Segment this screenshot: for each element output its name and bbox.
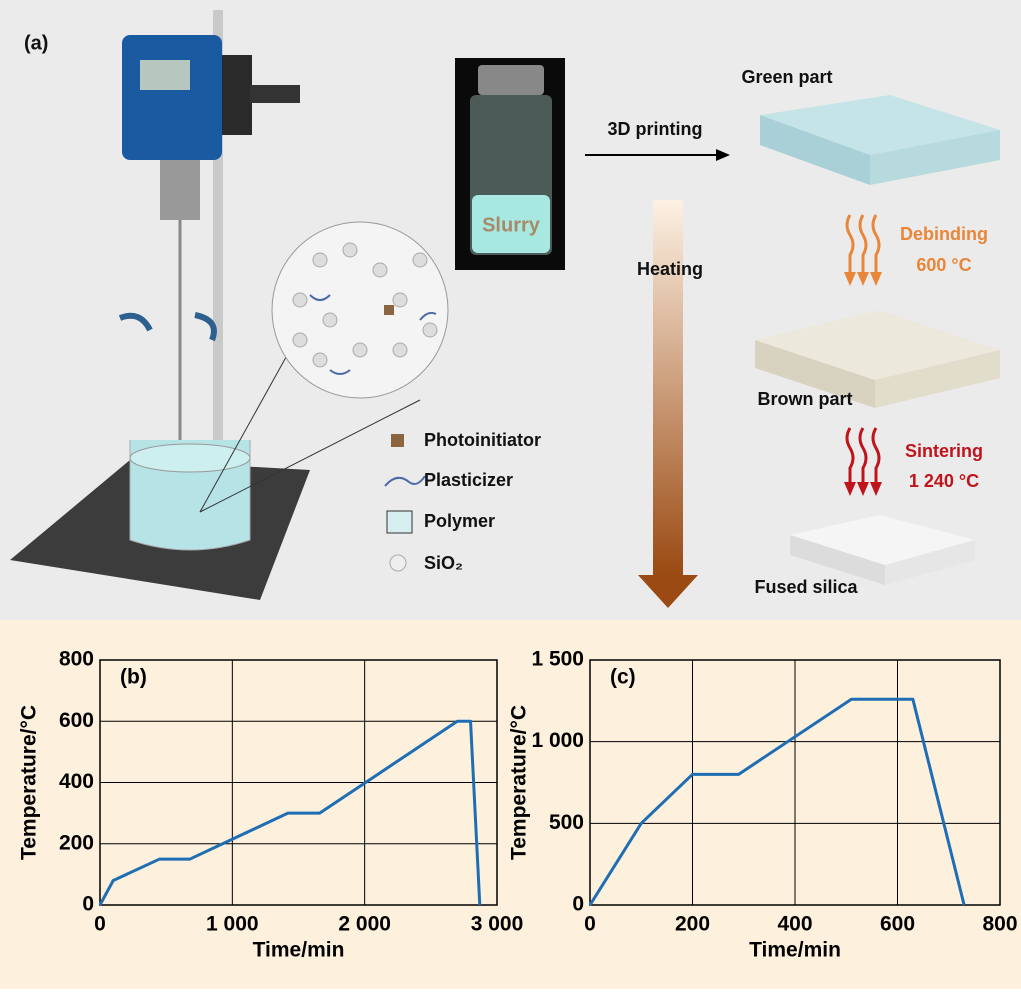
x-tick-label: 0	[94, 913, 106, 936]
y-tick-label: 1 500	[531, 648, 584, 671]
label: 3D printing	[608, 119, 703, 139]
x-tick-label: 1 000	[206, 913, 259, 936]
x-tick-label: 200	[675, 913, 710, 936]
panel-label: (a)	[24, 32, 48, 54]
panel-label: (c)	[610, 666, 636, 689]
vial	[455, 58, 565, 270]
y-tick-label: 200	[59, 831, 94, 854]
x-tick-label: 600	[880, 913, 915, 936]
legend-text: SiO₂	[424, 553, 463, 573]
heating-arrow	[653, 200, 683, 575]
figure: (a) Slurry 3D printing Green part Debind…	[0, 0, 1021, 989]
y-tick-label: 1 000	[531, 729, 584, 752]
x-tick-label: 0	[584, 913, 596, 936]
y-tick-label: 400	[59, 770, 94, 793]
y-tick-label: 0	[82, 893, 94, 916]
label: Fused silica	[754, 577, 858, 597]
label: Debinding	[900, 224, 988, 244]
y-axis-label: Temperature/°C	[508, 705, 531, 860]
label: Green part	[741, 67, 832, 87]
y-tick-label: 800	[59, 648, 94, 671]
y-tick-label: 0	[572, 893, 584, 916]
y-tick-label: 500	[549, 811, 584, 834]
x-tick-label: 400	[777, 913, 812, 936]
x-tick-label: 2 000	[338, 913, 391, 936]
legend-text: Plasticizer	[424, 470, 513, 490]
x-tick-label: 800	[982, 913, 1017, 936]
legend-icon	[387, 511, 412, 533]
y-axis-label: Temperature/°C	[18, 705, 41, 860]
label: 1 240 °C	[909, 471, 979, 491]
label: 600 °C	[916, 255, 971, 275]
page: {"diagram": {"panel_label": "(a)", "slur…	[0, 0, 1021, 994]
legend-text: Photoinitiator	[424, 430, 541, 450]
x-axis-label: Time/min	[253, 939, 345, 962]
y-tick-label: 600	[59, 709, 94, 732]
legend-icon	[390, 555, 406, 571]
label: Heating	[637, 259, 703, 279]
sintering-arrows	[844, 482, 882, 496]
panel-label: (b)	[120, 666, 147, 689]
debinding-arrows	[844, 272, 882, 286]
x-tick-label: 3 000	[471, 913, 524, 936]
label: Slurry	[482, 214, 541, 236]
label: Brown part	[757, 389, 852, 409]
legend-icon	[391, 434, 404, 447]
legend-text: Polymer	[424, 511, 495, 531]
label: Sintering	[905, 441, 983, 461]
x-axis-label: Time/min	[749, 939, 841, 962]
